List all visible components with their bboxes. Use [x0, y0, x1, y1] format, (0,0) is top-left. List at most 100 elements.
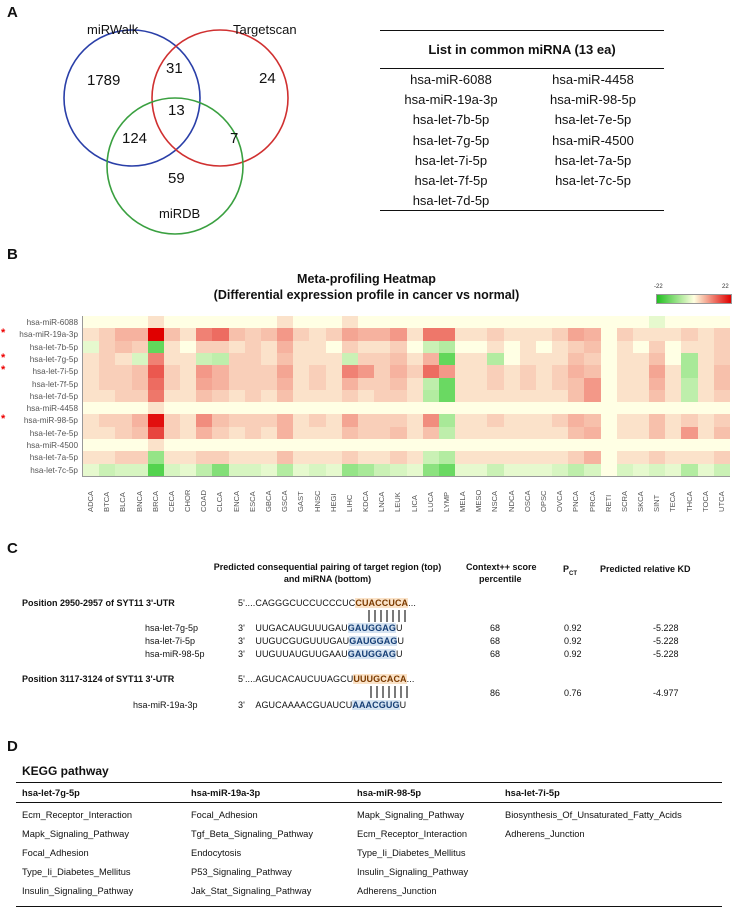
heatmap-cell: [212, 365, 229, 378]
heatmap-cell: [600, 365, 618, 378]
heatmap-cell: [228, 426, 246, 440]
heatmap-cell: [357, 352, 375, 366]
heatmap-cell: [519, 439, 537, 452]
heatmap-cell: [632, 402, 650, 415]
heatmap-cell: [584, 389, 601, 403]
heatmap-col-label: SKCA: [636, 491, 646, 512]
heatmap-cell: [163, 328, 181, 341]
heatmap-cell: [665, 426, 682, 440]
heatmap-cell: [552, 365, 569, 378]
heatmap-cell: [535, 389, 553, 403]
heatmap-col-label: OVCA: [555, 490, 565, 512]
heatmap-cell: [665, 439, 682, 452]
venn-count-mirwalk-targetscan: 31: [166, 60, 183, 77]
heatmap-cell: [552, 451, 569, 465]
heatmap-cell: [83, 451, 100, 465]
heatmap-cell: [374, 426, 391, 440]
heatmap-cell: [277, 340, 294, 354]
pairing-header-pct-label: P: [563, 564, 570, 574]
kegg-header: hsa-miR-98-5p: [357, 788, 422, 798]
heatmap-cell: [341, 316, 359, 329]
venn-count-mirwalk-mirdb: 124: [122, 130, 148, 147]
heatmap-cell: [228, 389, 246, 403]
heatmap-col-label: TOCA: [700, 491, 710, 512]
target-post: ...: [408, 598, 416, 608]
heatmap-cell: [535, 463, 553, 477]
mirna-prime: 3': [238, 636, 245, 646]
heatmap-cell: [163, 377, 181, 391]
heatmap-cell: [341, 439, 359, 452]
heatmap-cell: [535, 316, 553, 329]
heatmap-cell: [406, 340, 424, 354]
heatmap-cell: [568, 377, 585, 391]
heatmap-cell: [519, 414, 537, 428]
heatmap-cell: [665, 377, 682, 391]
heatmap-cell: [422, 340, 440, 354]
heatmap-cell: [115, 402, 132, 415]
heatmap-cell: [341, 426, 359, 440]
heatmap-cell: [277, 439, 294, 452]
heatmap-cell: [357, 328, 375, 341]
pairing-mirna-name: hsa-let-7g-5p: [145, 623, 199, 633]
venn-label-mirwalk: miRWalk: [87, 22, 139, 37]
heatmap-cell: [309, 426, 326, 440]
heatmap-cell: [293, 328, 310, 341]
heatmap-cell: [212, 352, 229, 366]
mirna-table-left-col: hsa-miR-6088 hsa-miR-19a-3p hsa-let-7b-5…: [380, 72, 522, 213]
heatmap-cell: [180, 389, 197, 403]
heatmap-cell: [131, 352, 149, 366]
heatmap-cell: [535, 365, 553, 378]
heatmap-col-label: OSCA: [522, 490, 532, 512]
heatmap-cell: [325, 451, 343, 465]
heatmap-cell: [374, 451, 391, 465]
heatmap-cell: [600, 463, 618, 477]
heatmap-cell: [309, 414, 326, 428]
heatmap-cell: [147, 316, 165, 329]
heatmap-cell: [422, 377, 440, 391]
heatmap-cell: [83, 414, 100, 428]
heatmap-cell: [568, 352, 585, 366]
heatmap-cell: [438, 389, 456, 403]
heatmap-cell: [600, 439, 618, 452]
heatmap-cell: [341, 340, 359, 354]
heatmap-cell: [115, 340, 132, 354]
heatmap-cell: [131, 439, 149, 452]
heatmap-cell: [131, 316, 149, 329]
heatmap-cell: [341, 352, 359, 366]
heatmap-cell: [568, 328, 585, 341]
venn-circle-mirwalk: [63, 29, 201, 167]
heatmap-cell: [341, 463, 359, 477]
mirna-post: U: [395, 649, 403, 659]
heatmap-cell: [131, 402, 149, 415]
heatmap-cell: [83, 340, 100, 354]
mirna-pre: UUGUCGUGUUUGAU: [255, 636, 350, 646]
heatmap-cell: [228, 439, 246, 452]
heatmap-cell: [552, 402, 569, 415]
heatmap-cell: [357, 463, 375, 477]
heatmap-cell: [309, 316, 326, 329]
heatmap-cell: [552, 340, 569, 354]
heatmap-cell: [632, 439, 650, 452]
heatmap-cell: [438, 352, 456, 366]
heatmap-cell: [584, 402, 601, 415]
pairing-score: 68: [490, 636, 501, 646]
heatmap-cell: [568, 414, 585, 428]
pairing-score: 68: [490, 649, 501, 659]
heatmap-cell: [357, 389, 375, 403]
heatmap-cell: [438, 414, 456, 428]
heatmap-cell: [325, 426, 343, 440]
heatmap-cell: [115, 414, 132, 428]
heatmap-cell: [487, 463, 504, 477]
heatmap-col-label: ENCA: [231, 490, 241, 512]
kegg-header-rule: [16, 802, 722, 803]
kegg-cell: Biosynthesis_Of_Unsaturated_Fatty_Acids: [505, 810, 682, 820]
heatmap-col-label: MESO: [474, 489, 484, 512]
pairing-row: hsa-miR-19a-3p 3' AGUCAAAACGUAUCUAAACGUG…: [0, 700, 733, 712]
heatmap-cell: [244, 402, 262, 415]
heatmap-cell: [309, 463, 326, 477]
heatmap-cell: [406, 316, 424, 329]
heatmap-cell: [309, 389, 326, 403]
mirna-table-bottom-rule: [380, 210, 664, 211]
venn-label-targetscan: Targetscan: [233, 22, 297, 37]
heatmap-cell: [357, 402, 375, 415]
